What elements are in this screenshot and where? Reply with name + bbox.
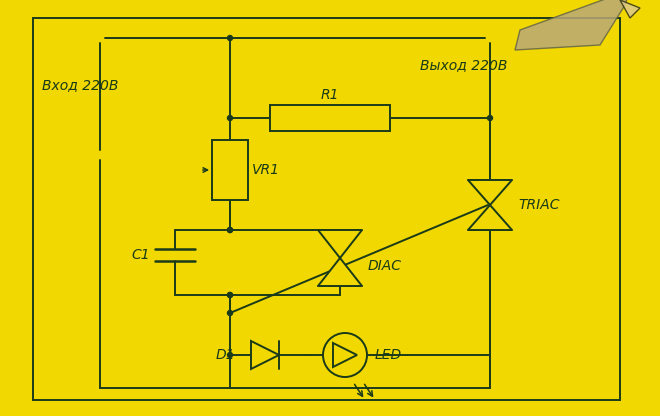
Text: Выход 220В: Выход 220В: [420, 58, 508, 72]
Bar: [212, 140, 248, 200]
Text: VR1: VR1: [252, 163, 280, 177]
Circle shape: [228, 310, 232, 315]
Text: LED: LED: [375, 348, 402, 362]
Bar: [270, 105, 390, 131]
Circle shape: [228, 35, 232, 40]
Circle shape: [228, 116, 232, 121]
Circle shape: [323, 333, 367, 377]
Circle shape: [228, 292, 232, 297]
Polygon shape: [515, 0, 630, 50]
Text: R1: R1: [321, 88, 339, 102]
Polygon shape: [318, 230, 362, 258]
Text: TRIAC: TRIAC: [518, 198, 560, 212]
Circle shape: [228, 292, 232, 297]
Polygon shape: [468, 180, 512, 205]
Circle shape: [228, 228, 232, 233]
Polygon shape: [620, 0, 640, 18]
Polygon shape: [468, 205, 512, 230]
Polygon shape: [318, 258, 362, 286]
Circle shape: [228, 352, 232, 357]
Polygon shape: [333, 343, 357, 367]
Bar: [33, 18, 620, 400]
Text: Вход 220В: Вход 220В: [42, 78, 118, 92]
Circle shape: [228, 228, 232, 233]
Text: C1: C1: [131, 248, 150, 262]
Text: D1: D1: [216, 348, 236, 362]
Polygon shape: [251, 341, 279, 369]
Text: DIAC: DIAC: [368, 259, 402, 273]
Circle shape: [488, 116, 492, 121]
